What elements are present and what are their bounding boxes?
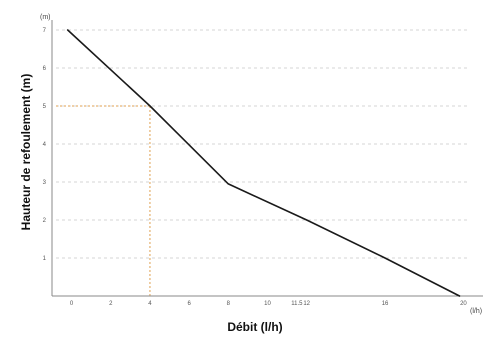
x-tick-label-8: 8 <box>227 301 231 307</box>
series <box>66 29 461 297</box>
y-tick-label-4: 4 <box>43 142 47 148</box>
y-tick-label-7: 7 <box>43 28 47 34</box>
x-tick-labels: 0 2 4 6 8 10 11.5 12 16 20 <box>70 301 467 307</box>
y-tick-label-2: 2 <box>43 218 47 224</box>
y-tick-label-5: 5 <box>43 104 47 110</box>
x-axis-title: Débit (l/h) <box>227 320 282 334</box>
x-tick-label-12: 12 <box>303 301 310 307</box>
y-tick-label-1: 1 <box>43 256 47 262</box>
y-tick-label-6: 6 <box>43 66 47 72</box>
x-tick-label-16: 16 <box>382 301 389 307</box>
x-tick-label-6: 6 <box>187 301 191 307</box>
grid-lines <box>56 29 468 259</box>
axes <box>51 20 483 297</box>
x-tick-label-4: 4 <box>148 301 152 307</box>
series-line-1 <box>66 29 461 297</box>
y-tick-labels: 1 2 3 4 5 6 7 <box>43 28 47 262</box>
y-unit-label: (m) <box>40 14 51 21</box>
reference-lines <box>56 105 151 296</box>
x-tick-label-0: 0 <box>70 301 74 307</box>
x-tick-label-10: 10 <box>264 301 271 307</box>
x-tick-label-2: 2 <box>109 301 113 307</box>
x-tick-label-20: 20 <box>460 301 467 307</box>
x-tick-label-11-5: 11.5 <box>291 301 303 307</box>
y-axis-title: Hauteur de refoulement (m) <box>19 74 33 231</box>
x-unit-label: (l/h) <box>470 308 482 315</box>
y-tick-label-3: 3 <box>43 180 47 186</box>
